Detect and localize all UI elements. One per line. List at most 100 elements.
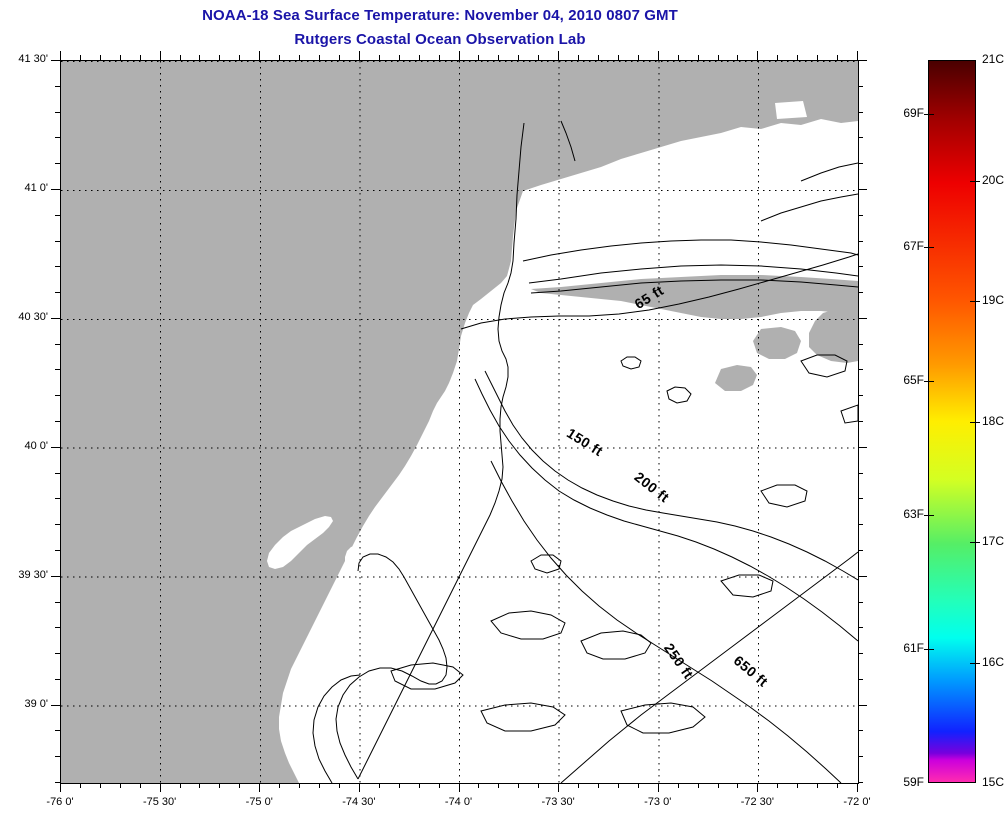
y-tick-left	[55, 137, 60, 139]
x-tick-top	[498, 55, 500, 60]
colorbar-label-celsius: 19C	[982, 293, 1005, 307]
x-tick-top	[358, 51, 360, 60]
y-tick-left	[55, 472, 60, 474]
x-tick-top	[458, 51, 460, 60]
x-axis-label: -73 30'	[541, 796, 575, 808]
colorbar-label-celsius: 16C	[982, 654, 1005, 669]
x-tick-bottom	[558, 783, 560, 792]
x-tick-top	[657, 51, 659, 60]
y-tick-right	[858, 498, 863, 500]
y-tick-right	[858, 524, 863, 526]
y-tick-left	[55, 292, 60, 294]
x-tick-top	[398, 55, 400, 60]
x-tick-bottom	[179, 783, 181, 788]
x-tick-top	[737, 55, 739, 60]
x-tick-top	[597, 55, 599, 60]
y-axis-label: 39 0'	[24, 697, 48, 710]
x-tick-bottom	[538, 783, 540, 788]
colorbar[interactable]	[928, 60, 976, 783]
x-tick-bottom	[777, 783, 779, 788]
colorbar-tick-f	[924, 381, 934, 383]
y-tick-right	[858, 756, 863, 758]
y-tick-right	[858, 111, 863, 113]
y-tick-right	[858, 188, 867, 190]
y-tick-right	[858, 730, 863, 732]
x-axis-label: -73 0'	[644, 796, 672, 808]
title-block: NOAA-18 Sea Surface Temperature: Novembe…	[0, 0, 880, 51]
y-tick-right	[858, 266, 863, 268]
x-axis-label: -74 30'	[342, 796, 376, 808]
x-tick-bottom	[99, 783, 101, 788]
x-tick-top	[518, 55, 520, 60]
x-tick-bottom	[239, 783, 241, 788]
x-axis-label: -74 0'	[444, 796, 473, 808]
colorbar-label-celsius: 18C	[982, 413, 1005, 428]
y-tick-left	[55, 678, 60, 680]
map-plot-area[interactable]: 65 ft 150 ft 200 ft 250 ft 650 ft	[60, 60, 859, 784]
x-tick-top	[319, 55, 321, 60]
x-tick-bottom	[378, 783, 380, 788]
y-tick-right	[858, 137, 863, 139]
x-tick-bottom	[458, 783, 460, 792]
y-tick-right	[858, 549, 863, 551]
y-tick-left	[55, 369, 60, 371]
y-tick-left	[55, 111, 60, 113]
x-tick-top	[677, 55, 679, 60]
y-tick-left	[55, 266, 60, 268]
x-tick-top	[219, 55, 221, 60]
y-axis-label: 41 0'	[24, 181, 48, 194]
y-tick-left	[55, 549, 60, 551]
y-tick-right	[858, 292, 863, 294]
x-tick-top	[797, 55, 799, 60]
x-tick-bottom	[717, 783, 719, 788]
x-tick-top	[817, 55, 819, 60]
colorbar-tick-c	[970, 180, 980, 182]
y-tick-right	[858, 446, 867, 448]
y-tick-right	[858, 85, 863, 87]
colorbar-tick-c	[970, 301, 980, 302]
y-tick-left	[55, 730, 60, 732]
y-tick-left	[51, 446, 60, 448]
x-tick-top	[279, 55, 281, 60]
y-tick-left	[51, 188, 60, 190]
x-tick-bottom	[418, 783, 420, 788]
x-tick-top	[538, 55, 540, 60]
x-tick-bottom	[597, 783, 599, 788]
y-tick-right	[858, 782, 863, 783]
y-tick-left	[55, 214, 60, 216]
x-tick-bottom	[797, 783, 799, 788]
y-tick-right	[858, 343, 863, 345]
y-tick-right	[858, 704, 867, 706]
x-tick-bottom	[139, 783, 141, 788]
x-tick-bottom	[637, 783, 639, 788]
y-tick-right	[858, 395, 863, 397]
x-tick-top	[199, 55, 201, 60]
colorbar-label-fahrenheit: 63F	[903, 507, 924, 522]
colorbar-gradient	[928, 60, 976, 783]
y-tick-left	[51, 575, 60, 577]
x-tick-bottom	[259, 783, 261, 792]
x-tick-bottom	[219, 783, 221, 788]
x-tick-top	[637, 55, 639, 60]
x-tick-top	[558, 51, 560, 60]
x-tick-top	[139, 55, 141, 60]
x-tick-bottom	[79, 783, 81, 788]
x-tick-top	[378, 55, 380, 60]
y-tick-right	[858, 369, 863, 371]
x-tick-bottom	[299, 783, 301, 788]
colorbar-label-fahrenheit: 59F	[903, 775, 924, 789]
y-tick-left	[55, 240, 60, 242]
x-tick-bottom	[677, 783, 679, 788]
y-tick-left	[51, 704, 60, 706]
colorbar-label-celsius: 20C	[982, 172, 1005, 187]
sst-map-canvas	[61, 61, 858, 783]
y-tick-right	[858, 575, 867, 577]
y-tick-left	[55, 756, 60, 758]
y-tick-right	[858, 678, 863, 680]
colorbar-label-fahrenheit: 67F	[903, 239, 924, 254]
y-tick-left	[55, 601, 60, 603]
x-tick-top	[99, 55, 101, 60]
y-axis-label: 40 30'	[18, 310, 48, 323]
colorbar-tick-f	[924, 515, 934, 517]
x-axis-label: -75 0'	[245, 796, 273, 808]
